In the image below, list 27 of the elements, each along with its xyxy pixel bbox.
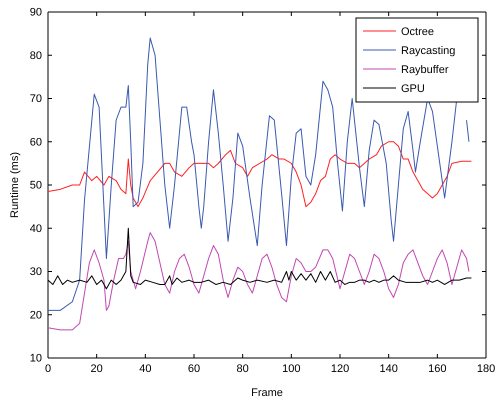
- y-tick-label: 80: [30, 50, 42, 62]
- x-axis-title: Frame: [251, 387, 283, 399]
- y-tick-label: 90: [30, 6, 42, 19]
- y-tick-label: 40: [30, 222, 42, 235]
- line-series: [48, 232, 470, 330]
- y-axis-title: Runtime (ms): [9, 152, 21, 218]
- x-tick-label: 60: [188, 362, 200, 375]
- x-tick-label: 80: [236, 362, 249, 375]
- x-tick-label: 40: [139, 362, 152, 375]
- x-tick-label: 160: [428, 362, 447, 375]
- x-tick-label: 180: [476, 362, 496, 375]
- x-tick-label: 140: [379, 362, 398, 375]
- y-tick-label: 20: [30, 309, 42, 322]
- legend-label: GPU: [401, 83, 425, 95]
- x-tick-label: 100: [282, 362, 301, 375]
- legend-label: Octree: [401, 26, 434, 38]
- legend-label: Raycasting: [401, 45, 456, 57]
- x-tick-label: 0: [44, 362, 52, 375]
- legend-label: Raybuffer: [401, 64, 449, 76]
- x-tick-label: 20: [90, 362, 103, 375]
- y-tick-label: 10: [30, 352, 42, 365]
- y-tick-label: 50: [30, 180, 42, 192]
- y-tick-label: 30: [30, 266, 42, 278]
- x-tick-label: 120: [330, 362, 350, 375]
- y-tick-label: 70: [30, 93, 42, 106]
- line-series: [48, 141, 472, 208]
- y-tick-label: 60: [30, 136, 42, 148]
